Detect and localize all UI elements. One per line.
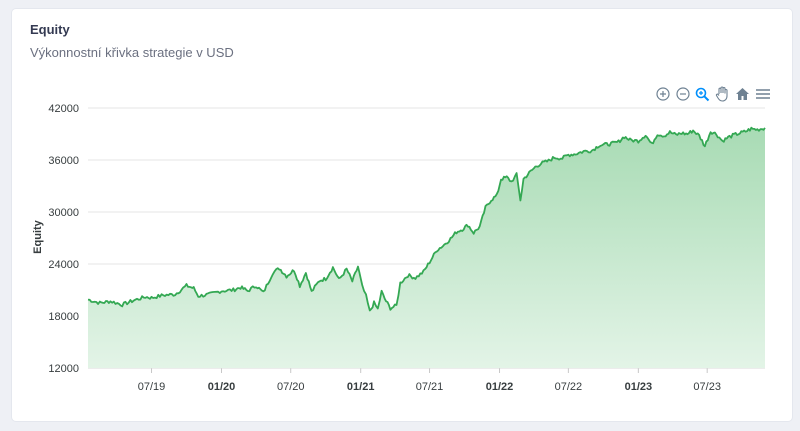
x-tick-label: 07/20 xyxy=(277,381,305,393)
equity-area xyxy=(88,127,765,368)
card-subtitle: Výkonnostní křivka strategie v USD xyxy=(30,45,234,60)
y-tick-label: 36000 xyxy=(48,155,79,167)
reset-home-icon[interactable] xyxy=(734,86,751,103)
x-axis: 07/19 01/20 07/20 01/21 07/21 01/22 07/22 01/23… xyxy=(88,367,765,393)
zoom-in-icon[interactable] xyxy=(654,86,671,103)
y-tick-label: 18000 xyxy=(48,311,79,323)
x-tick-label: 07/23 xyxy=(693,381,721,393)
x-tick-label: 07/19 xyxy=(138,381,166,393)
equity-line xyxy=(87,126,766,312)
x-tick-label: 07/22 xyxy=(555,381,583,393)
chart-toolbar xyxy=(654,85,771,103)
x-tick-label: 01/21 xyxy=(347,381,375,393)
x-tick-label: 07/21 xyxy=(416,381,444,393)
y-axis: 12000 18000 24000 30000 36000 42000 xyxy=(48,103,79,375)
x-tick-label: 01/20 xyxy=(208,381,236,393)
y-axis-title: Equity xyxy=(32,219,44,253)
y-tick-label: 12000 xyxy=(48,363,79,375)
card-title: Equity xyxy=(30,22,70,37)
y-tick-label: 42000 xyxy=(48,103,79,115)
x-tick-label: 01/22 xyxy=(486,381,514,393)
x-tick-label: 01/23 xyxy=(625,381,653,393)
pan-hand-icon[interactable] xyxy=(714,86,731,103)
selection-zoom-icon[interactable] xyxy=(694,86,711,103)
zoom-out-icon[interactable] xyxy=(674,86,691,103)
y-tick-label: 30000 xyxy=(48,207,79,219)
y-tick-label: 24000 xyxy=(48,259,79,271)
menu-icon[interactable] xyxy=(754,86,771,103)
